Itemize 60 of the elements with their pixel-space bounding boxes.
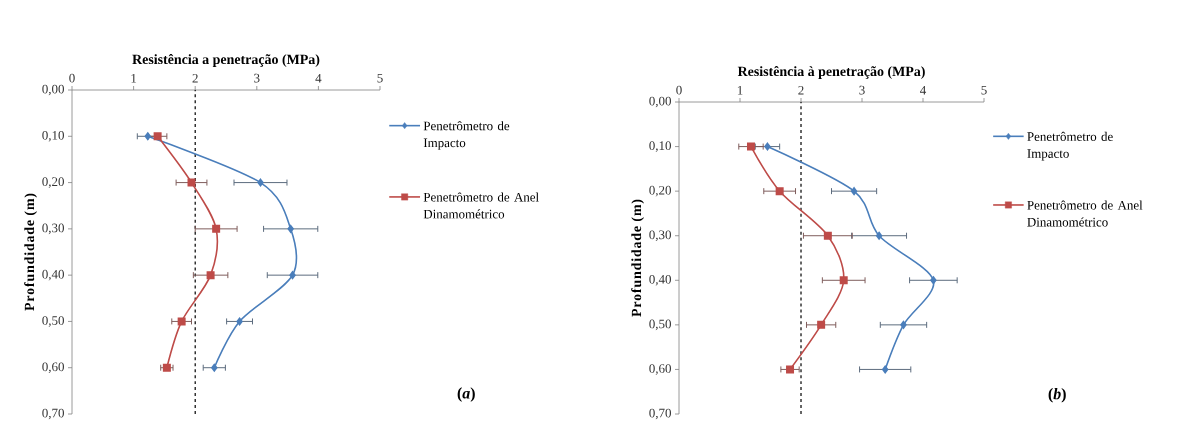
x-tick-label: 1 [737, 85, 743, 95]
point [287, 224, 294, 233]
y-tick-label: 0,30 [42, 223, 64, 235]
y-tick-label: 0,30 [649, 230, 671, 242]
x-tick-label: 0 [69, 73, 75, 83]
y-tick-label: 0,70 [649, 408, 671, 420]
y-tick-label: 0,10 [42, 130, 64, 142]
y-tick-label: 0,10 [649, 141, 671, 152]
legend-label: Penetrômetro de Impacto [423, 121, 510, 150]
point [236, 317, 243, 326]
x-tick-label: 5 [377, 73, 383, 83]
point [289, 271, 296, 280]
point [257, 178, 264, 187]
point [775, 187, 784, 196]
legend-label: Penetrômetro de Anel Dinamométrico [423, 192, 539, 219]
point [177, 317, 186, 326]
y-tick-label: 0,50 [649, 319, 671, 331]
text: (b) [1048, 388, 1066, 403]
point [930, 276, 937, 285]
point [823, 231, 832, 240]
y-tick-label: 0,00 [42, 84, 64, 96]
legend-label: Penetrômetro de Impacto [1027, 131, 1113, 161]
y-tick-label: 0,50 [42, 316, 64, 327]
x-tick-label: 3 [859, 85, 865, 95]
point [206, 271, 215, 280]
x-tick-label: 4 [315, 73, 322, 83]
y-tick-label: 0,60 [649, 364, 671, 375]
y-tick-label: 0,60 [42, 362, 64, 374]
point [746, 142, 755, 151]
x-tick-label: 3 [254, 73, 260, 83]
y-tick-label: 0,40 [42, 269, 64, 281]
point [875, 231, 883, 240]
x-axis-title: Resistência à penetração (MPa) [737, 66, 925, 79]
point [817, 320, 826, 329]
point [162, 363, 171, 372]
legend-label: Penetrômetro de Anel Dinamométrico [1027, 200, 1143, 227]
point [881, 365, 889, 374]
point [786, 365, 795, 374]
x-tick-label: 4 [920, 85, 927, 95]
x-tick-label: 5 [981, 85, 987, 95]
point [212, 224, 221, 233]
text: (a) [457, 387, 475, 402]
x-tick-label: 1 [131, 73, 137, 83]
y-axis-title: Profundidade (m) [24, 193, 37, 311]
y-axis-title: Profundidade (m) [631, 199, 644, 317]
y-tick-label: 0,40 [649, 274, 671, 286]
point [153, 132, 162, 141]
point [211, 363, 218, 372]
x-tick-label: 0 [676, 85, 682, 95]
point [839, 276, 848, 285]
y-tick-label: 0,20 [42, 177, 64, 188]
y-tick-label: 0,00 [649, 96, 671, 108]
x-axis-title: Resistência a penetração (MPa) [132, 54, 320, 67]
point [900, 320, 907, 329]
point [187, 178, 196, 187]
x-tick-label: 2 [192, 73, 198, 83]
x-tick-label: 2 [798, 85, 804, 95]
y-tick-label: 0,20 [649, 185, 671, 197]
point [850, 187, 858, 196]
y-tick-label: 0,70 [42, 408, 64, 420]
